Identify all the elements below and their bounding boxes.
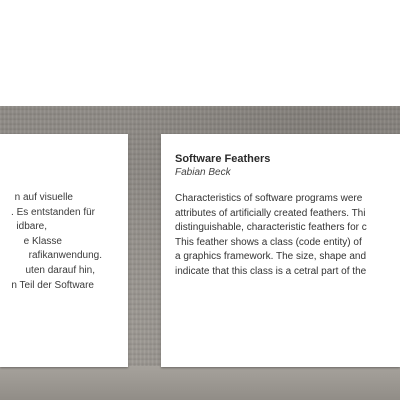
- exhibit-card-german: [0, 134, 128, 367]
- card-text-line: n Teil der Software: [11, 279, 94, 291]
- exhibit-card-german-text: n auf visuelle . Es entstanden für idbar…: [0, 191, 128, 293]
- exhibit-card-english-text: Software Feathers Fabian Beck Characteri…: [175, 152, 400, 280]
- exhibit-card-english: [161, 134, 400, 367]
- card-text-line: distinguishable, characteristic feathers…: [175, 222, 367, 234]
- card-text-line: indicate that this class is a cetral par…: [175, 265, 367, 277]
- card-text-line: This feather shows a class (code entity)…: [175, 236, 362, 248]
- card-text-line: rafikanwendung.: [28, 250, 102, 262]
- card-text-line: uten darauf hin,: [25, 264, 96, 276]
- card-text-line: a graphics framework. The size, shape an…: [175, 251, 367, 263]
- card-text-line: attributes of artificially created feath…: [175, 207, 366, 219]
- wall-lower-edge: [0, 366, 400, 400]
- card-text-line: idbare,: [16, 221, 47, 233]
- card-text-line: n auf visuelle: [14, 192, 73, 203]
- card-text-line: . Es entstanden für: [11, 206, 95, 218]
- card-author: Fabian Beck: [175, 167, 231, 178]
- card-title: Software Feathers: [175, 153, 271, 165]
- card-text-line: e Klasse: [23, 235, 62, 247]
- card-text-line: Characteristics of software programs wer…: [175, 193, 363, 204]
